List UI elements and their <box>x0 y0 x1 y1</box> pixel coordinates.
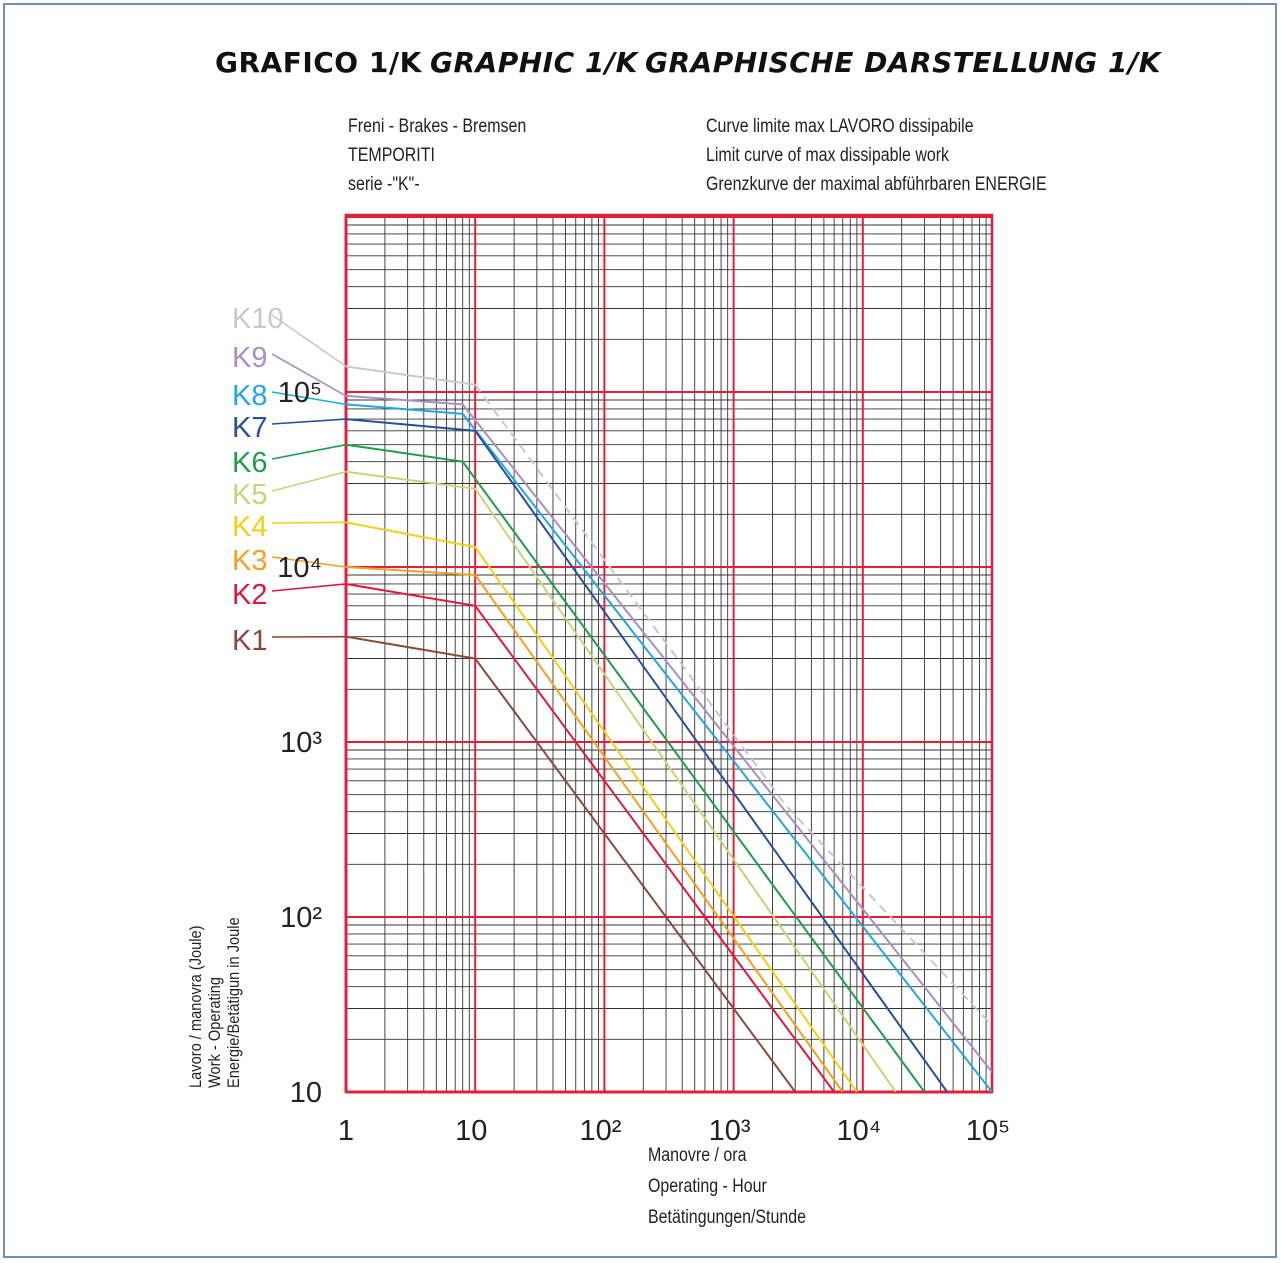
y-axis-label-line: Work - Operating <box>205 976 224 1088</box>
curve-k8 <box>346 403 992 1092</box>
x-tick-label: 1 <box>338 1115 354 1147</box>
leader-k10 <box>271 314 347 368</box>
curve-k10-dashed <box>474 384 992 1027</box>
x-tick-label: 10³ <box>709 1115 751 1147</box>
curve-label-k4: K4 <box>232 511 267 543</box>
curve-k5 <box>346 470 897 1092</box>
y-tick-label: 10⁵ <box>278 377 322 409</box>
grid <box>344 213 994 1094</box>
curve-label-k6: K6 <box>232 447 267 479</box>
leader-k4 <box>271 521 347 524</box>
x-tick-label: 10 <box>455 1115 487 1147</box>
x-axis-label-line: Betätingungen/Stunde <box>648 1207 806 1228</box>
y-tick-label: 10 <box>290 1077 322 1109</box>
title-english: GRAPHIC 1/K <box>430 46 638 79</box>
y-tick-label: 10² <box>280 902 322 934</box>
note-line: Freni - Brakes - Bremsen <box>348 116 527 137</box>
curve-k7 <box>346 418 949 1092</box>
leader-k9 <box>271 353 347 397</box>
curve-label-k9: K9 <box>232 342 267 374</box>
x-axis-label-line: Manovre / ora <box>648 1145 747 1166</box>
title-italian: GRAFICO 1/K <box>215 46 422 79</box>
curve-k1 <box>346 635 797 1092</box>
curve-k9 <box>346 394 992 1073</box>
curve-k6 <box>346 443 926 1092</box>
note-line: serie -"K"- <box>348 174 420 195</box>
y-axis-label-line: Lavoro / manovra (Joule) <box>186 925 205 1088</box>
leader-k7 <box>271 418 347 425</box>
curve-label-k7: K7 <box>232 412 267 444</box>
curve-label-k2: K2 <box>232 579 267 611</box>
leader-k3 <box>271 556 347 568</box>
curve-label-k8: K8 <box>232 380 267 412</box>
curve-k10 <box>346 365 476 386</box>
curve-k4 <box>346 521 858 1092</box>
x-tick-label: 10⁵ <box>966 1115 1010 1147</box>
title-german: GRAPHISCHE DARSTELLUNG 1/K <box>645 46 1161 79</box>
curve-label-k3: K3 <box>232 545 267 577</box>
x-tick-label: 10² <box>579 1115 621 1147</box>
y-axis-label: Lavoro / manovra (Joule) Work - Operatin… <box>186 788 243 1088</box>
leader-k6 <box>271 443 347 460</box>
curve-k2 <box>346 582 835 1092</box>
brake-series-note: Freni - Brakes - Bremsen TEMPORITI serie… <box>348 112 560 199</box>
y-tick-label: 10³ <box>280 727 322 759</box>
note-line: Grenzkurve der maximal abführbaren ENERG… <box>706 174 1047 195</box>
leader-k5 <box>271 471 347 492</box>
limit-curve-note: Curve limite max LAVORO dissipabile Limi… <box>706 112 1112 199</box>
curve-label-k5: K5 <box>232 479 267 511</box>
x-axis-label-line: Operating - Hour <box>648 1176 767 1197</box>
y-axis-label-line: Energie/Betätigun in Joule <box>224 917 243 1088</box>
curve-label-k10: K10 <box>232 303 284 335</box>
y-tick-label: 10⁴ <box>277 552 322 584</box>
leader-k8 <box>271 391 347 406</box>
curve-label-k1: K1 <box>232 625 267 657</box>
note-line: Limit curve of max dissipable work <box>706 145 950 166</box>
x-tick-label: 10⁴ <box>836 1115 881 1147</box>
image-frame <box>3 3 1277 1258</box>
curves <box>346 365 992 1092</box>
curve-leaders <box>271 314 347 638</box>
note-line: Curve limite max LAVORO dissipabile <box>706 116 974 137</box>
tick-labels: 1 10 10² 10³ 10⁴ 10⁵ 10 10² 10³ 10⁴ 10⁵ <box>277 377 1010 1147</box>
leader-k2 <box>271 583 347 592</box>
x-axis-label: Manovre / ora Operating - Hour Betätingu… <box>648 1140 836 1233</box>
note-line: TEMPORITI <box>348 145 435 166</box>
curve-k3 <box>346 566 844 1092</box>
